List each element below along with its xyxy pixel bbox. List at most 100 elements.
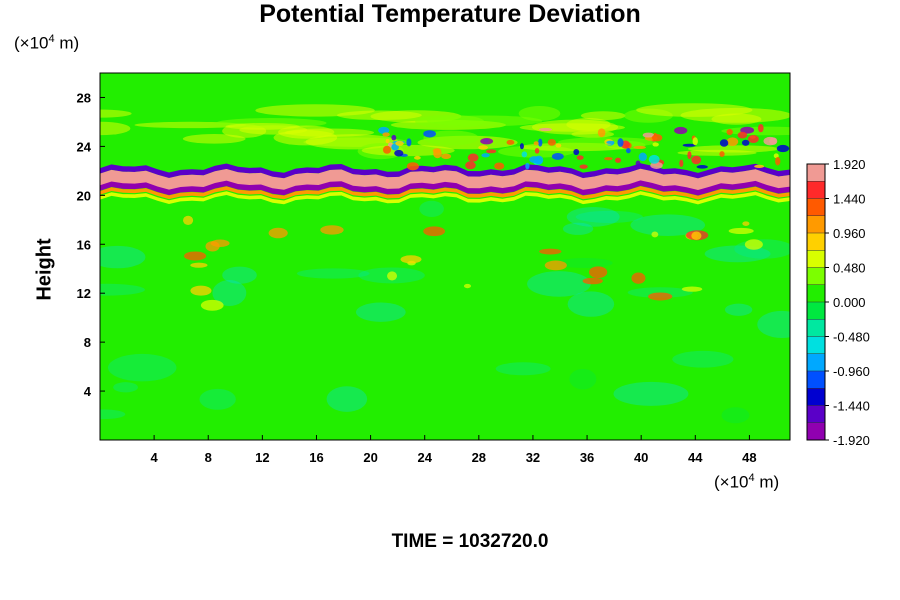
colorbar-label: 1.440 (833, 192, 866, 207)
field-cell (744, 239, 763, 250)
wave-cell (579, 164, 588, 169)
field-cell (419, 200, 444, 217)
wave-cell (525, 162, 530, 170)
x-tick-label: 4 (151, 450, 159, 465)
wave-cell (533, 141, 539, 146)
field-cell (183, 215, 194, 225)
field-cell (724, 303, 753, 316)
field-cell (100, 409, 126, 420)
wave-cell (521, 151, 528, 158)
wave-cell (467, 153, 479, 162)
field-cell (355, 302, 406, 322)
wave-cell (465, 161, 476, 170)
colorbar-segment (807, 319, 825, 337)
wave-cell (534, 148, 540, 154)
y-tick-label: 12 (77, 286, 91, 301)
y-axis-ticks: 4 8 12 16 20 24 28 (77, 90, 105, 399)
colorbar-label: 0.480 (833, 261, 866, 276)
field-cell (518, 106, 561, 122)
wave-cell (547, 138, 556, 146)
field-cell (212, 280, 247, 307)
band-layer (100, 163, 790, 179)
field-cell (544, 260, 567, 271)
wave-cell (775, 156, 781, 166)
wave-cell (573, 148, 580, 156)
wave-cell (769, 137, 778, 145)
wave-cell (395, 140, 404, 146)
x-axis-unit: (×104 m) (714, 472, 780, 492)
wave-cell (635, 160, 641, 167)
x-tick-label: 36 (580, 450, 594, 465)
x-tick-label: 12 (255, 450, 269, 465)
wave-cell (382, 145, 392, 154)
colorbar-segment (807, 388, 825, 406)
colorbar-segment (807, 284, 825, 303)
colorbar-segment (807, 181, 825, 199)
field-cell (582, 277, 603, 285)
field-cell (539, 248, 562, 255)
y-tick-label: 20 (77, 188, 91, 203)
wave-cell (741, 139, 750, 146)
field-cell (571, 130, 615, 138)
wave-cell (726, 128, 733, 136)
colorbar-segment (807, 336, 825, 355)
field-cell (100, 109, 132, 118)
field-cell (190, 262, 208, 268)
field-cell (757, 310, 790, 338)
field-cell (742, 221, 750, 226)
wave-cell (441, 153, 452, 160)
field-cell (278, 125, 335, 139)
x-tick-label: 8 (205, 450, 212, 465)
colorbar-segment (807, 164, 825, 182)
field-cell (636, 103, 753, 117)
wave-cell (625, 148, 631, 154)
field-cell (687, 145, 780, 153)
field-cell (113, 382, 138, 393)
field-cell (569, 368, 597, 390)
colorbar-segment (807, 405, 825, 424)
wave-cell (754, 164, 765, 168)
wave-cell (539, 127, 552, 132)
wave-cell (652, 142, 659, 147)
x-tick-label: 20 (363, 450, 377, 465)
field-cell (647, 292, 673, 301)
field-cell (255, 104, 375, 117)
field-cell (567, 291, 615, 317)
field-cell (225, 122, 300, 130)
wave-cell (394, 149, 404, 157)
colorbar-label: -0.960 (833, 364, 870, 379)
wave-cell (674, 126, 688, 135)
colorbar-label: -0.480 (833, 330, 870, 345)
y-tick-label: 16 (77, 237, 91, 252)
field-cell (681, 286, 703, 292)
field-cell (721, 407, 750, 424)
field-cell (463, 283, 472, 289)
colorbar-label: 0.960 (833, 226, 866, 241)
plot-area (100, 73, 790, 440)
field-cell (588, 266, 608, 279)
field-cell (100, 283, 145, 296)
wave-cell (719, 151, 725, 157)
wave-cell (480, 138, 494, 145)
wave-cell (604, 157, 613, 161)
colorbar-segment (807, 353, 825, 372)
wave-cell (615, 157, 622, 163)
wave-cell (597, 128, 606, 138)
y-tick-label: 4 (84, 384, 92, 399)
field-cell (268, 227, 288, 239)
wave-cell (538, 138, 543, 147)
field-cell (296, 268, 370, 279)
y-axis-unit: (×104 m) (14, 33, 80, 53)
field-cell (100, 121, 131, 136)
wave-cell (432, 148, 442, 154)
wave-cell (391, 134, 397, 141)
colorbar: 1.920 1.440 0.960 0.480 0.000 -0.480 -0.960 -1.… (806, 157, 870, 448)
field-cell (734, 239, 790, 259)
field-cell (691, 231, 702, 241)
wave-cell (534, 155, 544, 165)
wave-cell (682, 143, 696, 147)
wave-cell (776, 144, 790, 153)
x-tick-label: 32 (526, 450, 540, 465)
wave-cell (519, 143, 524, 150)
